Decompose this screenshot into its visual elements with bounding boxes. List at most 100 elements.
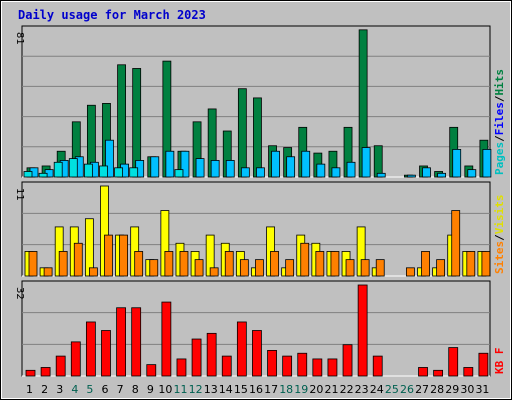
bar-sites-day-14 <box>224 251 234 277</box>
bar-files-day-30 <box>467 169 477 178</box>
bar-kb-day-7 <box>116 307 126 377</box>
bar-files-day-10 <box>165 150 175 178</box>
bar-sites-day-31 <box>481 251 491 277</box>
bar-sites-day-29 <box>451 210 461 277</box>
day-label-19: 19 <box>294 383 308 396</box>
legend-kb: KB F <box>493 348 506 375</box>
bar-sites-day-3 <box>58 251 68 277</box>
day-label-18: 18 <box>279 383 293 396</box>
day-label-29: 29 <box>445 383 459 396</box>
bar-kb-day-19 <box>297 352 308 377</box>
bar-sites-day-16 <box>255 259 264 277</box>
bar-sites-day-18 <box>285 259 295 277</box>
bar-hits-day-16 <box>253 97 262 178</box>
day-label-15: 15 <box>234 383 248 396</box>
bar-kb-day-31 <box>478 352 489 377</box>
y-max-labels: 81 11 32 <box>14 32 25 300</box>
bar-sites-day-6 <box>104 234 113 277</box>
bar-sites-day-24 <box>375 259 385 277</box>
bar-kb-day-9 <box>146 364 157 377</box>
bar-files-day-9 <box>150 156 160 178</box>
legend-part: Hits <box>493 69 506 96</box>
bar-files-day-15 <box>240 167 250 178</box>
bar-kb-day-5 <box>85 321 96 377</box>
bar-kb-day-21 <box>327 358 338 377</box>
bar-kb-day-22 <box>342 344 353 377</box>
bar-files-day-17 <box>271 150 280 178</box>
bar-sites-day-8 <box>134 251 144 277</box>
bar-sites-day-2 <box>43 267 53 277</box>
bar-pages-day-6 <box>99 165 108 178</box>
bar-files-day-22 <box>346 161 356 178</box>
day-label-14: 14 <box>219 383 233 396</box>
day-label-9: 9 <box>147 383 154 396</box>
bar-files-day-6 <box>105 139 114 178</box>
bar-kb-day-23 <box>357 284 368 377</box>
bar-kb-day-29 <box>448 347 459 377</box>
day-label-22: 22 <box>340 383 354 396</box>
bar-kb-day-17 <box>267 350 277 377</box>
day-label-5: 5 <box>86 383 93 396</box>
bar-pages-day-3 <box>53 161 63 178</box>
y-max-label: 11 <box>14 188 25 201</box>
day-label-3: 3 <box>56 383 63 396</box>
day-label-16: 16 <box>249 383 263 396</box>
legend-part: / <box>493 234 506 241</box>
day-label-31: 31 <box>475 383 489 396</box>
bar-pages-day-11 <box>174 169 184 178</box>
bar-files-day-12 <box>195 158 205 178</box>
day-label-12: 12 <box>189 383 203 396</box>
bar-sites-day-1 <box>28 251 38 277</box>
day-label-2: 2 <box>41 383 48 396</box>
bar-files-day-23 <box>361 147 371 178</box>
bar-files-day-16 <box>256 167 265 178</box>
y-max-label: 32 <box>14 287 25 300</box>
bar-sites-day-13 <box>209 267 219 277</box>
legend-part: / <box>493 95 506 102</box>
bar-kb-day-11 <box>176 358 187 377</box>
bar-kb-day-6 <box>101 330 111 377</box>
bar-files-day-18 <box>286 156 296 178</box>
bar-kb-day-15 <box>236 321 247 377</box>
bar-kb-day-8 <box>131 307 142 377</box>
day-label-26: 26 <box>400 383 414 396</box>
day-label-7: 7 <box>117 383 124 396</box>
bar-sites-day-4 <box>73 242 83 277</box>
day-label-13: 13 <box>204 383 218 396</box>
y-max-label: 81 <box>14 32 25 45</box>
bar-sites-day-19 <box>300 242 310 277</box>
bar-files-day-29 <box>452 149 462 178</box>
bar-kb-day-1 <box>25 369 36 377</box>
bar-hits-day-24 <box>373 145 383 178</box>
legend-part: / <box>493 135 506 142</box>
day-label-25: 25 <box>385 383 399 396</box>
bar-files-day-28 <box>437 172 447 178</box>
legend-part: Files <box>493 102 506 135</box>
bar-visits-day-5 <box>84 218 94 277</box>
bar-sites-day-22 <box>345 259 355 277</box>
day-label-1: 1 <box>26 383 33 396</box>
bar-files-day-11 <box>180 150 190 178</box>
bar-files-day-26 <box>407 174 416 178</box>
legend-part: Visits <box>493 195 506 235</box>
bar-sites-day-10 <box>164 251 174 277</box>
bar-files-day-13 <box>210 160 220 178</box>
bar-kb-day-30 <box>463 367 474 377</box>
bar-kb-day-14 <box>221 355 232 377</box>
bar-sites-day-23 <box>360 259 370 277</box>
bar-sites-day-27 <box>421 251 430 277</box>
bar-kb-day-20 <box>312 358 323 377</box>
day-label-10: 10 <box>158 383 172 396</box>
legend-part: Sites <box>493 241 506 274</box>
day-label-27: 27 <box>415 383 429 396</box>
day-labels: 1 2 3 4 5 6 7 8 9 10 11 12 13 14 15 16 17 18 19 20 21 22 23 24 2… <box>26 383 489 396</box>
bar-kb-day-18 <box>282 355 293 377</box>
bar-sites-day-17 <box>270 251 279 277</box>
bar-kb-day-16 <box>252 330 262 377</box>
bar-kb-day-4 <box>70 341 81 377</box>
day-label-4: 4 <box>71 383 78 396</box>
bar-sites-day-21 <box>330 251 340 277</box>
